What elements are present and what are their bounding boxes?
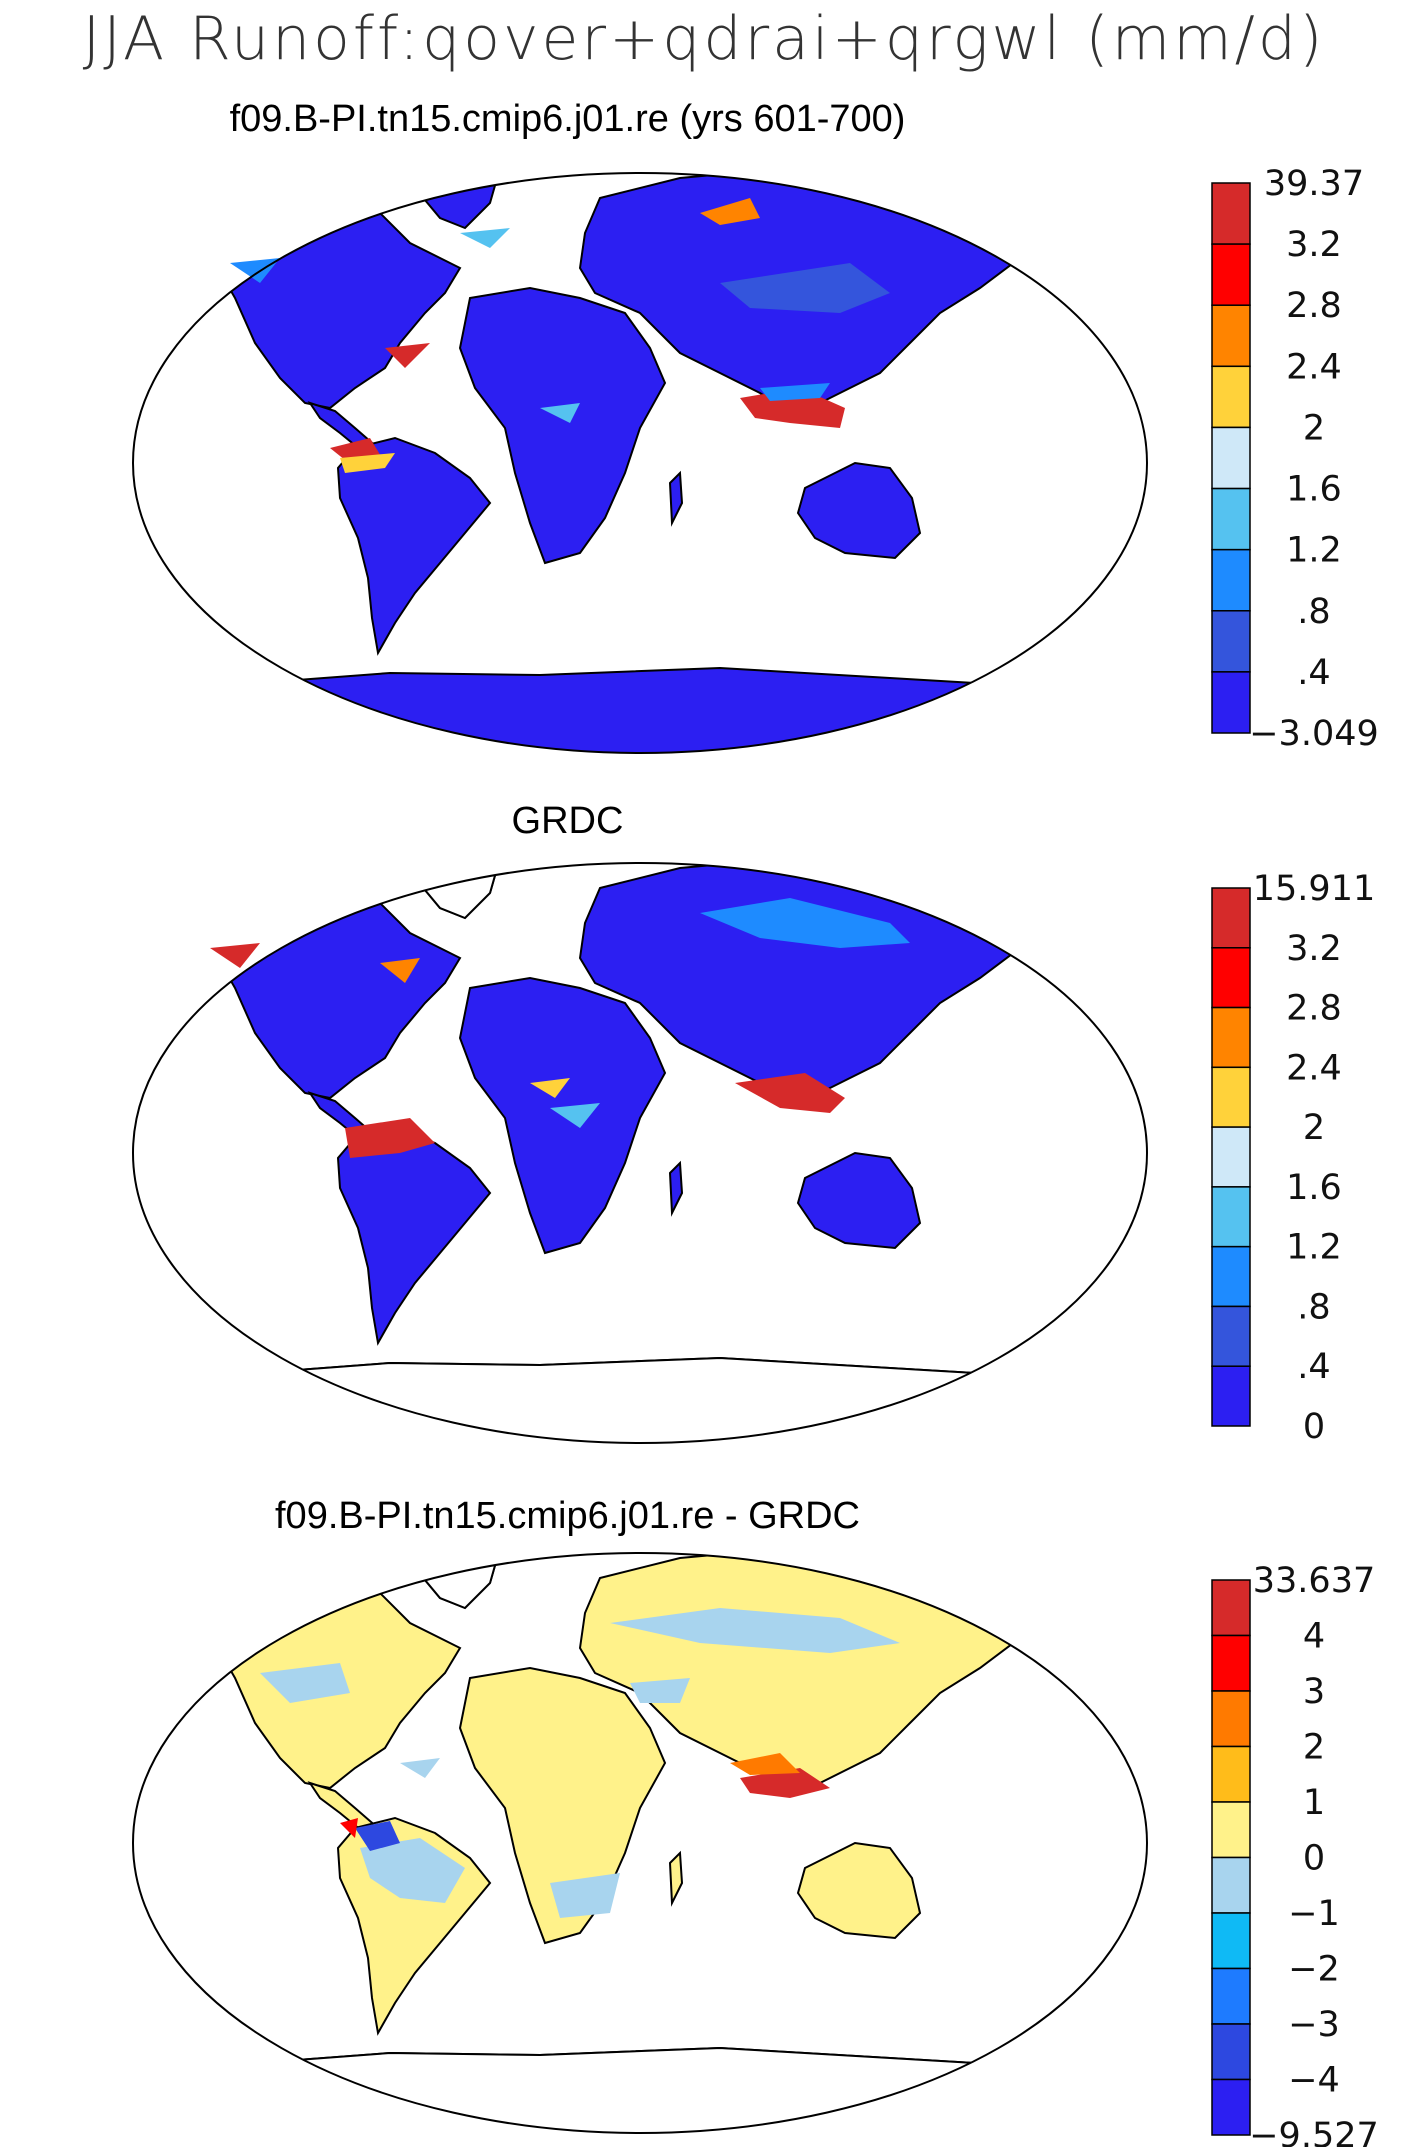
colorbar-2-label-0: 15.911 <box>1253 869 1375 909</box>
map-3-outline <box>132 1552 1148 2134</box>
map-2-outline <box>132 862 1148 1444</box>
colorbar-1-label-8: .4 <box>1297 653 1330 693</box>
colorbar-2: 15.911 3.2 2.8 2.4 2 1.6 1.2 .8 .4 0 <box>1211 869 1375 1447</box>
colorbar-2-swatch-3 <box>1211 1066 1251 1128</box>
colorbar-2-label-8: .4 <box>1297 1347 1330 1387</box>
colorbar-3-swatch-1 <box>1211 1634 1251 1692</box>
colorbar-2-swatch-8 <box>1211 1365 1251 1427</box>
colorbar-3-swatch-6 <box>1211 1912 1251 1970</box>
colorbar-3: 33.637 4 3 2 1 0 −1 −2 −3 −4 −9.527 <box>1211 1561 1379 2147</box>
colorbar-3-swatch-0 <box>1211 1579 1251 1637</box>
colorbar-1-label-1: 3.2 <box>1286 225 1342 265</box>
colorbar-2-swatch-2 <box>1211 1006 1251 1069</box>
colorbar-3-label-6: −1 <box>1288 1894 1340 1934</box>
colorbar-2-swatch-7 <box>1211 1305 1251 1367</box>
colorbar-3-swatch-8 <box>1211 2023 1251 2081</box>
colorbar-1-label-3: 2.4 <box>1286 347 1342 387</box>
colorbar-1-label-6: 1.2 <box>1286 531 1342 571</box>
colorbar-1-label-4: 2 <box>1303 408 1325 448</box>
colorbar-3-swatch-9 <box>1211 2078 1251 2136</box>
colorbar-1-swatch-3 <box>1211 365 1251 429</box>
panel-3-title: f09.B-PI.tn15.cmip6.j01.re - GRDC <box>275 1495 860 1537</box>
colorbar-2-label-5: 1.6 <box>1286 1168 1342 1208</box>
colorbar-1-label-5: 1.6 <box>1286 470 1342 510</box>
colorbar-1: 39.37 3.2 2.8 2.4 2 1.6 1.2 .8 .4 −3.049 <box>1211 164 1379 754</box>
colorbar-1-swatch-0 <box>1211 182 1251 245</box>
colorbar-1-label-7: .8 <box>1297 592 1330 632</box>
colorbar-3-label-0: 33.637 <box>1253 1561 1375 1601</box>
colorbar-2-label-4: 2 <box>1303 1108 1325 1148</box>
colorbar-3-label-5: 0 <box>1303 1839 1325 1879</box>
colorbar-2-label-2: 2.8 <box>1286 989 1342 1029</box>
panel-1-title: f09.B-PI.tn15.cmip6.j01.re (yrs 601-700) <box>229 98 906 140</box>
colorbar-3-label-8: −3 <box>1288 2005 1340 2045</box>
colorbar-3-label-4: 1 <box>1303 1783 1325 1823</box>
colorbar-3-label-3: 2 <box>1303 1728 1325 1768</box>
colorbar-2-swatch-0 <box>1211 887 1251 949</box>
map-panel-3 <box>159 1553 1082 2133</box>
colorbar-3-label-1: 4 <box>1303 1617 1325 1657</box>
panel-2-title: GRDC <box>511 800 624 842</box>
colorbar-3-swatch-7 <box>1211 1967 1251 2025</box>
colorbar-1-swatch-5 <box>1211 487 1251 551</box>
map-3-hotspots <box>260 1608 900 1918</box>
colorbar-3-swatch-4 <box>1211 1801 1251 1859</box>
map-1-outline <box>132 172 1148 754</box>
colorbar-3-label-9: −4 <box>1288 2061 1340 2101</box>
colorbar-1-label-0: 39.37 <box>1264 164 1364 204</box>
colorbar-2-label-9: 0 <box>1303 1407 1325 1447</box>
colorbar-2-label-7: .8 <box>1297 1287 1330 1327</box>
colorbar-2-label-3: 2.4 <box>1286 1048 1342 1088</box>
colorbar-1-swatch-6 <box>1211 548 1251 612</box>
colorbar-1-swatch-8 <box>1211 671 1251 734</box>
colorbar-2-swatch-6 <box>1211 1245 1251 1308</box>
colorbar-3-label-7: −2 <box>1288 1950 1340 1990</box>
colorbar-3-label-2: 3 <box>1303 1672 1325 1712</box>
figure-title: JJA Runoff:qover+qdrai+qrgwl (mm/d) <box>82 4 1326 74</box>
colorbar-3-swatch-3 <box>1211 1745 1251 1803</box>
colorbar-1-swatch-7 <box>1211 610 1251 673</box>
colorbar-2-swatch-1 <box>1211 947 1251 1009</box>
colorbar-2-swatch-4 <box>1211 1126 1251 1188</box>
colorbar-1-swatch-4 <box>1211 426 1251 490</box>
colorbar-2-label-1: 3.2 <box>1286 929 1342 969</box>
colorbar-3-label-10: −9.527 <box>1249 2116 1379 2147</box>
colorbar-2-swatch-5 <box>1211 1186 1251 1248</box>
colorbar-1-swatch-1 <box>1211 243 1251 306</box>
map-panel-1 <box>159 173 1081 753</box>
map-2-hotspots <box>210 898 910 1158</box>
colorbar-1-label-2: 2.8 <box>1286 286 1342 326</box>
colorbar-1-swatch-2 <box>1211 304 1251 368</box>
colorbar-3-swatch-2 <box>1211 1690 1251 1748</box>
colorbar-3-swatch-5 <box>1211 1856 1251 1914</box>
colorbar-1-label-9: −3.049 <box>1249 714 1379 754</box>
colorbar-2-label-6: 1.2 <box>1286 1228 1342 1268</box>
map-panel-2 <box>159 863 1082 1443</box>
map-1-hotspots <box>230 198 890 473</box>
